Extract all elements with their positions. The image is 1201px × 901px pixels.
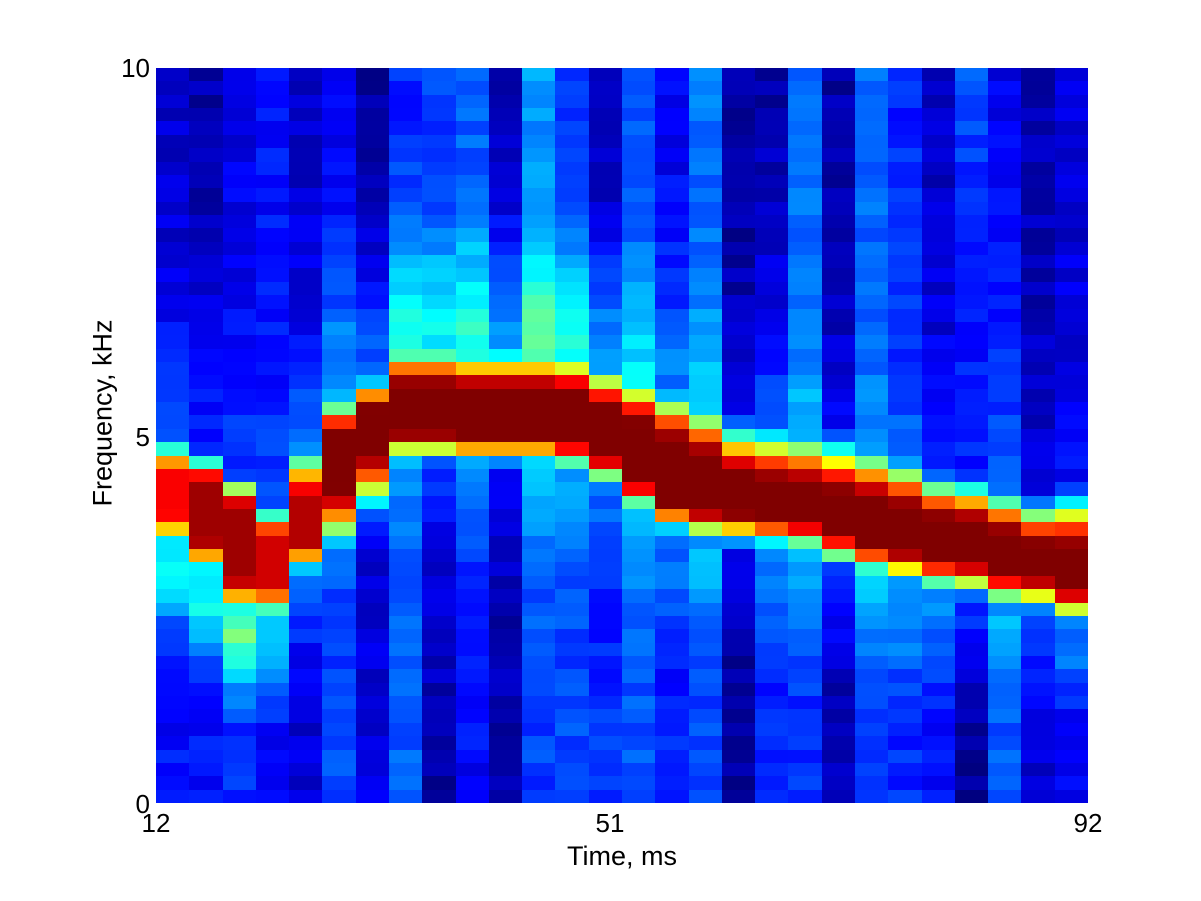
y-tick-10: 10: [121, 53, 150, 83]
x-tick-51: 51: [595, 808, 625, 838]
y-axis-label: Frequency, kHz: [87, 319, 118, 507]
spectrogram-heatmap: [156, 68, 1088, 803]
x-tick-12: 12: [141, 808, 171, 838]
x-axis-label: Time, ms: [567, 841, 677, 871]
y-tick-5: 5: [135, 422, 150, 452]
y-tick-0: 0: [135, 789, 150, 819]
x-tick-92: 92: [1073, 808, 1103, 838]
